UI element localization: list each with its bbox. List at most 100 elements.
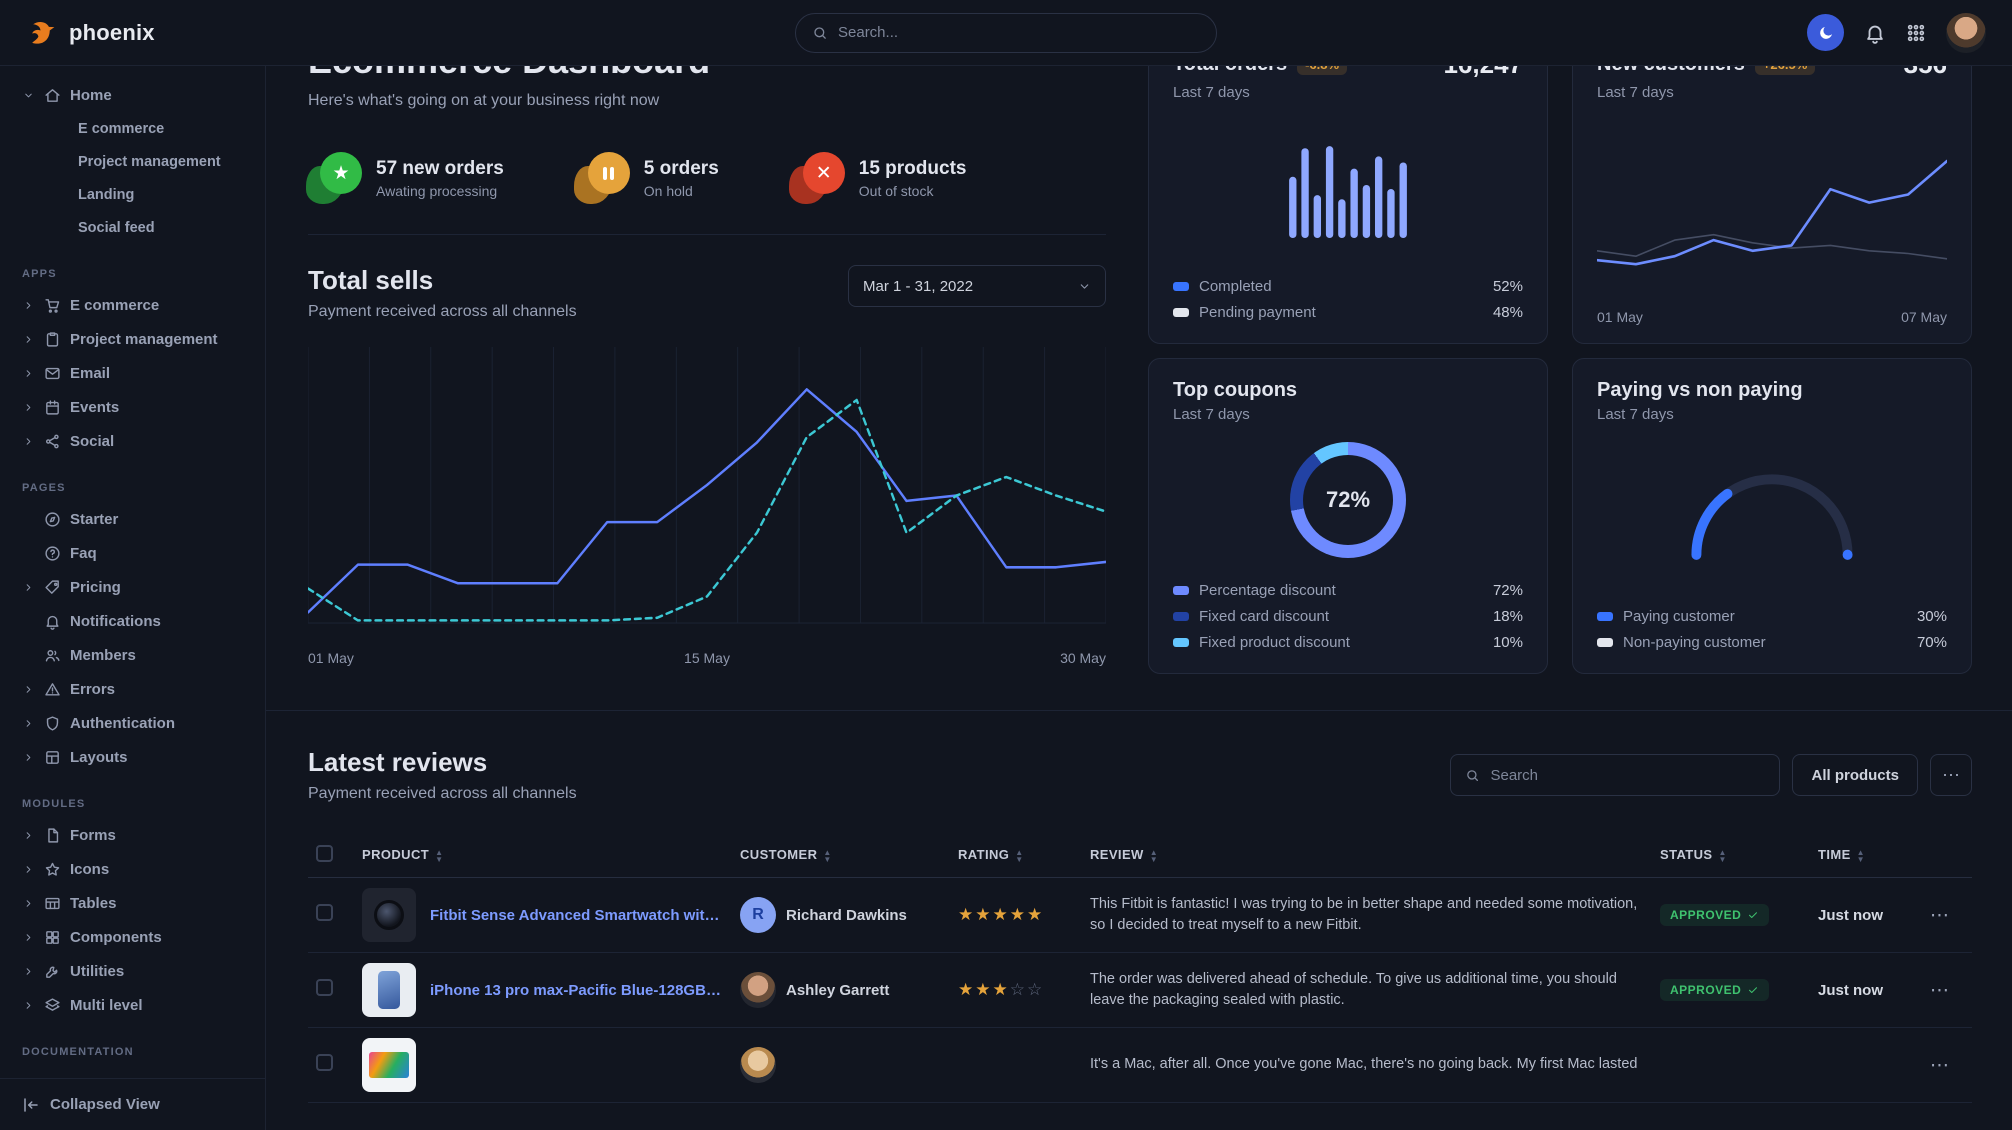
sidebar-item-faq[interactable]: Faq: [12, 536, 253, 570]
total-sells-subtitle: Payment received across all channels: [308, 303, 577, 320]
sidebar-item-events[interactable]: Events: [12, 390, 253, 424]
sidebar-item-utilities[interactable]: Utilities: [12, 954, 253, 988]
sidebar-item-components[interactable]: Components: [12, 920, 253, 954]
legend-label: Completed: [1199, 277, 1272, 295]
card-top-coupons: Top coupons Last 7 days 72% Percentage d…: [1148, 358, 1548, 674]
reviews-more-button[interactable]: ⋯: [1930, 754, 1972, 796]
row-checkbox[interactable]: [316, 979, 333, 996]
sidebar-item-label: Email: [70, 364, 111, 382]
product-link[interactable]: iPhone 13 pro max-Pacific Blue-128GB sto…: [430, 981, 724, 999]
reviews-search[interactable]: [1450, 754, 1781, 796]
notifications-button[interactable]: [1864, 22, 1886, 44]
legend-label: Percentage discount: [1199, 581, 1336, 599]
all-products-filter-button[interactable]: All products: [1792, 754, 1918, 796]
legend-value: 70%: [1916, 633, 1947, 651]
sidebar-item-project-management[interactable]: Project management: [12, 322, 253, 356]
row-actions-button[interactable]: ⋯: [1930, 1054, 1949, 1076]
column-header-rating[interactable]: RATING ▲ ▼: [950, 833, 1082, 878]
sidebar-item-label: Project management: [70, 330, 218, 348]
review-text: The order was delivered ahead of schedul…: [1090, 970, 1617, 1008]
legend-value: 72%: [1492, 581, 1523, 599]
cart-icon: [44, 297, 61, 314]
alert-icon: [44, 681, 61, 698]
legend-label: Fixed card discount: [1199, 607, 1330, 625]
reviews-search-input[interactable]: [1490, 766, 1766, 784]
sidebar-section-pages: PAGES: [22, 482, 66, 494]
collapse-view-button[interactable]: Collapsed View: [0, 1078, 265, 1130]
layout-icon: [44, 749, 61, 766]
home-icon: [44, 87, 61, 104]
sort-icon: ▲ ▼: [1015, 847, 1024, 864]
sidebar-item-e-commerce[interactable]: E commerce: [78, 120, 165, 137]
chevron-right-icon: [23, 300, 34, 311]
sidebar-item-label: Notifications: [70, 612, 161, 630]
sidebar-item-layouts[interactable]: Layouts: [12, 740, 253, 774]
row-actions-button[interactable]: ⋯: [1930, 904, 1949, 926]
date-range-select[interactable]: Mar 1 - 31, 2022: [848, 265, 1106, 307]
mail-icon: [44, 365, 61, 382]
sidebar-item-social-feed[interactable]: Social feed: [78, 219, 155, 236]
sidebar-item-email[interactable]: Email: [12, 356, 253, 390]
row-checkbox[interactable]: [316, 1054, 333, 1071]
select-all-checkbox[interactable]: [316, 845, 333, 862]
coupons-donut-chart: 72%: [1290, 442, 1406, 558]
review-time: Just now: [1810, 952, 1922, 1028]
column-header-customer[interactable]: CUSTOMER ▲ ▼: [732, 833, 950, 878]
column-header-time[interactable]: TIME ▲ ▼: [1810, 833, 1922, 878]
stat-cards: Total orders -6.8% 16,247 Last 7 days Co…: [1148, 28, 1972, 674]
global-search-input[interactable]: [838, 24, 1200, 41]
brand[interactable]: phoenix: [26, 16, 155, 49]
review-row: Fitbit Sense Advanced Smartwatch with To…: [308, 877, 1972, 953]
chevron-right-icon: [23, 966, 34, 977]
table-icon: [44, 895, 61, 912]
moon-icon: [1817, 24, 1835, 42]
legend-item-fixed-card-discount: Fixed card discount 18%: [1173, 603, 1523, 629]
legend-label: Paying customer: [1623, 607, 1735, 625]
global-search[interactable]: [795, 12, 1217, 53]
sidebar-item-tables[interactable]: Tables: [12, 886, 253, 920]
search-icon: [1465, 768, 1480, 783]
shield-icon: [44, 715, 61, 732]
sidebar-item-forms[interactable]: Forms: [12, 818, 253, 852]
user-avatar[interactable]: [1946, 12, 1986, 53]
total-sells-title: Total sells: [308, 265, 434, 295]
customer-name: Richard Dawkins: [786, 906, 907, 924]
sidebar-item-pricing[interactable]: Pricing: [12, 570, 253, 604]
sidebar-item-home[interactable]: Home: [12, 78, 253, 112]
staro-icon: [44, 861, 61, 878]
chevron-right-icon: [22, 684, 35, 695]
row-checkbox[interactable]: [316, 904, 333, 921]
sidebar-item-multi-level[interactable]: Multi level: [12, 988, 253, 1022]
sidebar-item-project-management[interactable]: Project management: [78, 153, 221, 170]
sidebar-item-authentication[interactable]: Authentication: [12, 706, 253, 740]
apps-menu-button[interactable]: [1906, 23, 1926, 43]
sidebar-item-members[interactable]: Members: [12, 638, 253, 672]
column-header-product[interactable]: PRODUCT ▲ ▼: [354, 833, 732, 878]
sidebar-item-social[interactable]: Social: [12, 424, 253, 458]
product-thumbnail: [362, 1038, 416, 1092]
star-status-icon: ★: [306, 152, 362, 204]
total-sells-chart: [308, 347, 1106, 624]
sidebar-item-icons[interactable]: Icons: [12, 852, 253, 886]
sidebar-item-notifications[interactable]: Notifications: [12, 604, 253, 638]
legend-marker: [1173, 585, 1189, 595]
sidebar-item-label: Home: [70, 86, 112, 104]
review-text: It's a Mac, after all. Once you've gone …: [1090, 1056, 1638, 1073]
sidebar-item-errors[interactable]: Errors: [12, 672, 253, 706]
column-header-review[interactable]: REVIEW ▲ ▼: [1082, 833, 1652, 878]
product-link[interactable]: Fitbit Sense Advanced Smartwatch with To…: [430, 906, 724, 924]
sidebar-item-landing[interactable]: Landing: [78, 186, 135, 203]
row-actions-button[interactable]: ⋯: [1930, 979, 1949, 1001]
compass-icon: [44, 511, 61, 528]
sidebar-item-label: Multi level: [70, 996, 143, 1014]
stat-awating-processing: ★ 57 new orders Awating processing: [306, 152, 504, 204]
card-period: Last 7 days: [1597, 406, 1674, 423]
theme-toggle-button[interactable]: [1807, 14, 1844, 51]
sidebar-item-e-commerce[interactable]: E commerce: [12, 288, 253, 322]
paying-legend: Paying customer 30% Non-paying customer …: [1597, 603, 1947, 655]
sidebar-item-starter[interactable]: Starter: [12, 502, 253, 536]
card-total-orders: Total orders -6.8% 16,247 Last 7 days Co…: [1148, 28, 1548, 344]
column-header-status[interactable]: STATUS ▲ ▼: [1652, 833, 1810, 878]
stat-out-of-stock: ✕ 15 products Out of stock: [788, 152, 966, 204]
sort-icon: ▲ ▼: [1718, 847, 1727, 864]
